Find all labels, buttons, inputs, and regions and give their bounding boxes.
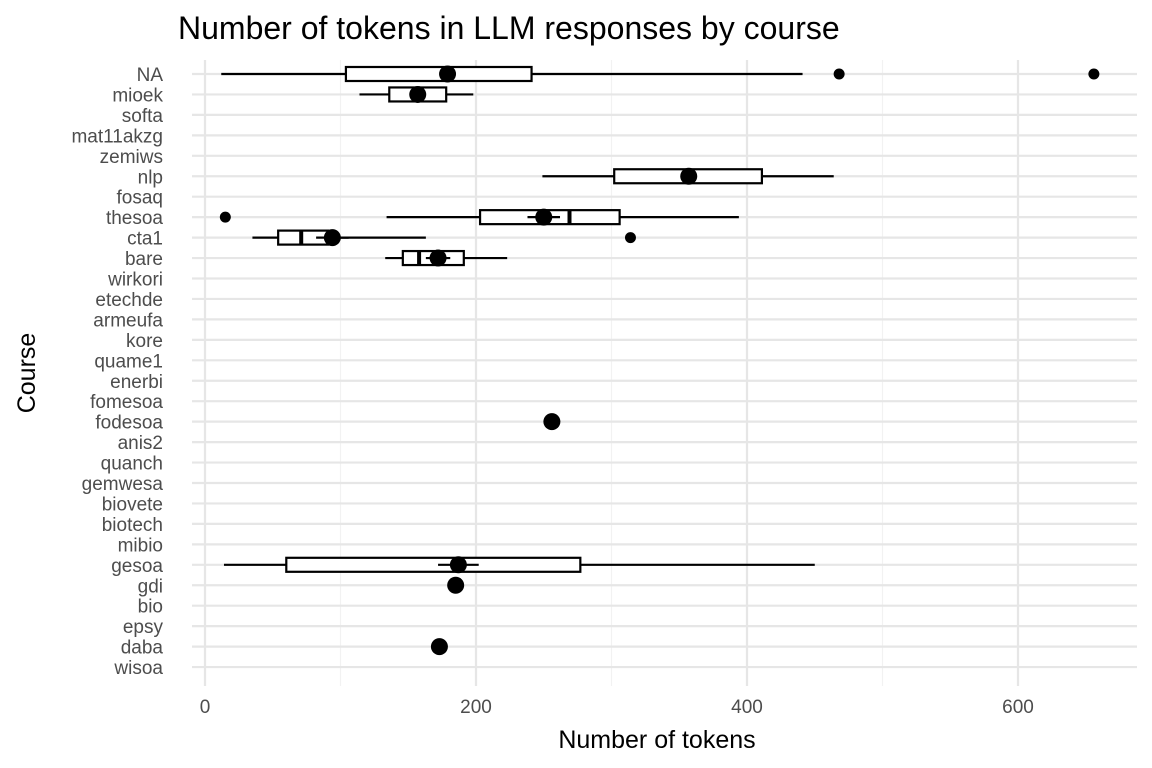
box-gesoa	[223, 556, 815, 574]
y-tick-label-fodesoa: fodesoa	[95, 413, 163, 434]
marks-layer	[219, 65, 1100, 656]
y-tick-label-biovete: biovete	[102, 494, 163, 515]
x-axis-title: Number of tokens	[558, 726, 755, 754]
y-tick-label-nlp: nlp	[138, 167, 163, 188]
mean-point-daba	[430, 638, 448, 656]
y-tick-label-fosaq: fosaq	[117, 188, 163, 209]
x-tick-label: 0	[200, 697, 211, 718]
box-NA	[221, 65, 1100, 83]
y-tick-label-gesoa: gesoa	[111, 556, 163, 577]
x-tick-label: 600	[1002, 697, 1034, 718]
box-mioek	[359, 85, 474, 103]
y-tick-label-etechde: etechde	[95, 290, 163, 311]
y-tick-label-anis2: anis2	[118, 433, 163, 454]
box-bare	[385, 249, 508, 267]
y-tick-label-wirkori: wirkori	[107, 270, 163, 291]
y-axis-title: Course	[13, 333, 41, 414]
mean-point	[680, 167, 698, 185]
y-tick-label-softa: softa	[122, 106, 164, 127]
y-tick-label-mioek: mioek	[112, 85, 163, 106]
box-thesoa	[219, 208, 739, 226]
y-tick-label-armeufa: armeufa	[93, 310, 163, 331]
y-tick-label-biotech: biotech	[102, 515, 163, 536]
y-tick-label-epsy: epsy	[123, 617, 164, 638]
mean-point	[535, 208, 553, 226]
mean-point	[449, 556, 467, 574]
y-tick-label-zemiws: zemiws	[100, 147, 163, 168]
y-tick-label-quame1: quame1	[94, 351, 163, 372]
outlier-point	[1088, 68, 1100, 80]
mean-point-fodesoa	[543, 413, 561, 431]
grid-layer	[192, 60, 1137, 686]
y-tick-label-quanch: quanch	[101, 454, 163, 475]
y-tick-label-bio: bio	[138, 597, 163, 618]
y-tick-label-NA: NA	[137, 65, 164, 86]
y-tick-label-mibio: mibio	[118, 535, 163, 556]
iqr-box	[344, 65, 533, 83]
y-tick-label-mat11akzg: mat11akzg	[71, 126, 163, 147]
y-tick-label-bare: bare	[125, 249, 163, 270]
box-cta1	[252, 229, 636, 247]
y-tick-label-wisoa: wisoa	[113, 658, 163, 679]
y-tick-label-enerbi: enerbi	[110, 372, 163, 393]
y-tick-label-fomesoa: fomesoa	[90, 392, 163, 413]
mean-point	[429, 249, 447, 267]
mean-point	[323, 229, 341, 247]
y-tick-label-gdi: gdi	[138, 576, 163, 597]
y-tick-label-gemwesa: gemwesa	[82, 474, 164, 495]
y-tick-labels: NAmioeksoftamat11akzgzemiwsnlpfosaqtheso…	[71, 65, 163, 679]
y-tick-label-daba: daba	[121, 638, 164, 659]
mean-point	[439, 65, 457, 83]
y-tick-label-kore: kore	[126, 331, 163, 352]
chart-title: Number of tokens in LLM responses by cou…	[178, 10, 840, 46]
iqr-box	[285, 556, 582, 573]
box-nlp	[542, 167, 834, 185]
x-tick-label: 400	[731, 697, 763, 718]
mean-point	[409, 85, 427, 103]
y-tick-label-cta1: cta1	[127, 229, 163, 250]
outlier-point	[833, 68, 845, 80]
mean-point-gdi	[447, 576, 465, 594]
outlier-point	[624, 232, 636, 244]
x-tick-label: 200	[460, 697, 492, 718]
y-tick-label-thesoa: thesoa	[106, 208, 163, 229]
outlier-point	[219, 211, 231, 223]
x-tick-labels: 0 200 400 600	[200, 697, 1034, 718]
